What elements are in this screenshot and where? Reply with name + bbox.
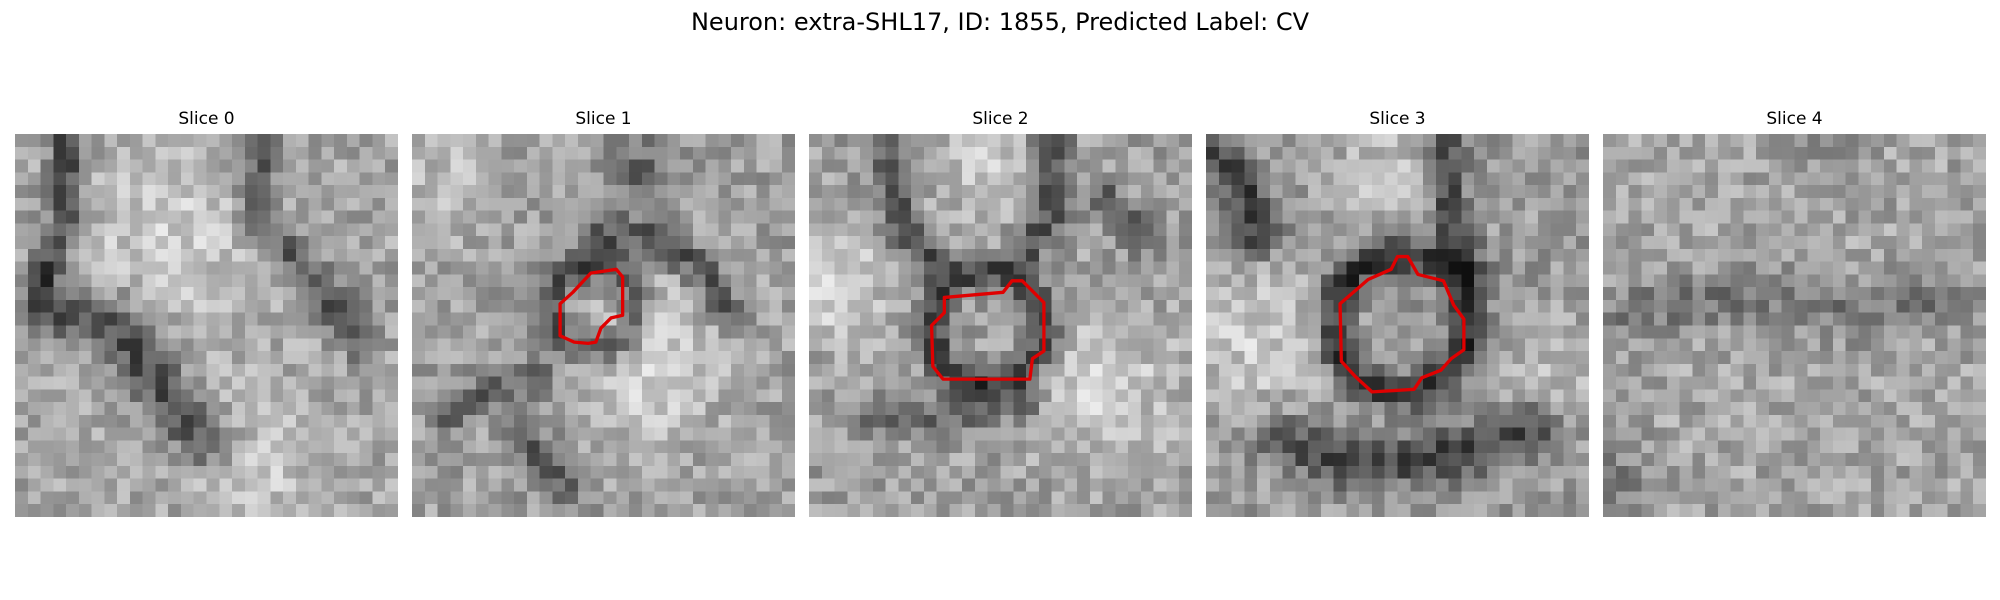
segmentation-outline — [558, 267, 625, 346]
slice-title: Slice 1 — [575, 109, 632, 129]
slice-panel-3: Slice 3 — [1206, 108, 1589, 520]
slice-title: Slice 4 — [1766, 109, 1823, 129]
slice-image — [15, 134, 398, 517]
segmentation-outline — [1338, 254, 1466, 394]
figure-title: Neuron: extra-SHL17, ID: 1855, Predicted… — [690, 8, 1310, 36]
slice-panel-1: Slice 1 — [412, 108, 795, 520]
slice-image — [809, 134, 1192, 517]
segmentation-outline — [929, 279, 1046, 381]
slice-title: Slice 3 — [1369, 109, 1426, 129]
slice-image — [1603, 134, 1986, 517]
slice-title: Slice 2 — [972, 109, 1029, 129]
slice-panel-0: Slice 0 — [15, 108, 398, 520]
slice-image — [412, 134, 795, 517]
slice-panel-4: Slice 4 — [1603, 108, 1986, 520]
slice-image — [1206, 134, 1589, 517]
slice-title: Slice 0 — [178, 109, 235, 129]
slice-panel-2: Slice 2 — [809, 108, 1192, 520]
